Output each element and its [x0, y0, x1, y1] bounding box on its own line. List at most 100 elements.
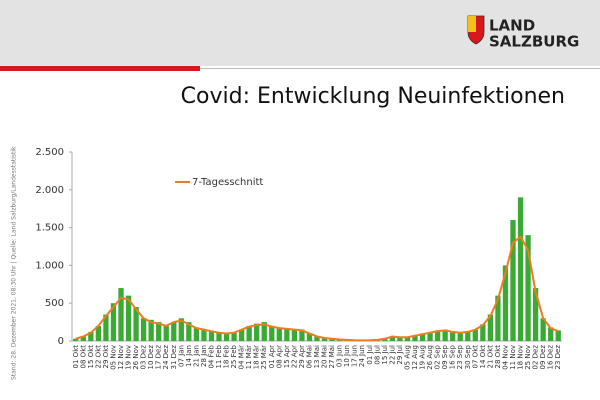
x-tick-label: 18 Nov [517, 345, 525, 370]
x-tick-label: 20 Mai [321, 345, 329, 368]
x-tick-label: 08 Apr [275, 345, 283, 368]
bar [118, 288, 124, 341]
bar [450, 331, 456, 341]
x-tick-label: 01 Apr [268, 345, 276, 368]
x-tick-label: 26 Nov [132, 345, 140, 370]
bar [193, 327, 200, 341]
bar [404, 337, 411, 341]
bar [306, 333, 313, 341]
bar [231, 332, 237, 341]
x-tick-label: 14 Jan [185, 345, 193, 367]
x-tick-label: 06 Mai [305, 345, 313, 368]
y-tick-label: 500 [45, 298, 64, 309]
bar [555, 330, 561, 341]
logo-shield-part [468, 16, 476, 32]
x-tick-label: 15 Okt [87, 345, 95, 369]
x-tick-label: 29 Okt [102, 345, 110, 369]
y-tick-label: 0 [58, 336, 64, 347]
x-tick-label: 07 Jan [177, 345, 185, 367]
x-tick-label: 23 Dez [554, 345, 562, 370]
x-tick-label: 17 Dez [155, 345, 163, 370]
bar [540, 318, 546, 341]
x-tick-label: 03 Jun [336, 345, 344, 367]
bar [95, 325, 102, 341]
x-tick-label: 04 Feb [207, 344, 215, 368]
bar [103, 314, 109, 341]
header-band [0, 0, 600, 66]
bar [291, 328, 298, 341]
x-tick-label: 22 Jul [388, 345, 396, 365]
bar [329, 338, 335, 341]
x-tick-label: 16 Sep [449, 344, 457, 369]
bar [427, 331, 433, 341]
x-tick-label: 12 Nov [117, 345, 125, 370]
x-tick-label: 11 Feb [215, 344, 223, 368]
bar [276, 327, 282, 341]
x-tick-label: 27 Mai [328, 345, 336, 368]
bar [510, 220, 516, 341]
bar [156, 322, 162, 341]
bar [178, 318, 184, 341]
bar [254, 323, 260, 341]
logo-text: LAND [489, 17, 535, 35]
x-tick-label: 01 Jul [366, 345, 374, 365]
x-tick-label: 17 Jun [351, 345, 359, 367]
bar [201, 329, 207, 341]
bar [382, 338, 388, 341]
bar [412, 335, 418, 341]
bar [110, 303, 117, 341]
x-tick-label: 13 Mai [313, 345, 321, 368]
rule [200, 68, 600, 69]
x-tick-label: 29 Jul [396, 345, 404, 365]
x-tick-label: 11 Mär [245, 345, 253, 369]
x-tick-label: 22 Okt [94, 345, 102, 369]
x-tick-label: 21 Okt [486, 345, 494, 369]
x-tick-label: 08 Jul [373, 345, 381, 365]
bar [465, 331, 471, 341]
bar [321, 337, 328, 341]
x-tick-label: 28 Okt [494, 345, 502, 369]
bar [532, 288, 539, 341]
x-tick-label: 04 Nov [501, 345, 509, 370]
x-tick-label: 21 Jan [192, 345, 200, 367]
bar [502, 265, 509, 341]
y-tick-label: 2.500 [35, 147, 64, 158]
red-bar [0, 66, 200, 71]
x-tick-label: 05 Aug [403, 345, 411, 370]
bar [457, 332, 463, 341]
x-tick-label: 12 Aug [411, 345, 419, 370]
x-tick-label: 29 Apr [298, 345, 306, 368]
bar [88, 331, 94, 341]
x-tick-label: 16 Dez [547, 345, 555, 370]
bar [216, 331, 222, 341]
x-tick-label: 26 Aug [426, 345, 434, 370]
x-tick-label: 05 Nov [109, 345, 117, 370]
y-tick-label: 2.000 [35, 185, 64, 196]
y-tick-label: 1.500 [35, 223, 64, 234]
chart-title: Covid: Entwicklung Neuinfektionen [181, 84, 565, 109]
bar [442, 329, 448, 341]
x-tick-label: 28 Jan [200, 345, 208, 367]
bar [299, 329, 305, 341]
x-tick-label: 31 Dez [170, 345, 178, 370]
y-tick-label: 1.000 [35, 260, 64, 271]
x-tick-label: 03 Dez [140, 345, 148, 370]
line-series [75, 235, 559, 342]
x-tick-label: 02 Sep [434, 344, 442, 369]
bar [223, 333, 230, 341]
bar [208, 331, 215, 341]
bar [269, 325, 275, 341]
x-tick-label: 25 Mär [260, 345, 268, 369]
x-tick-label: 04 Mär [238, 345, 246, 369]
bar [419, 333, 426, 341]
bar [125, 295, 132, 341]
bar [284, 328, 290, 341]
bar [525, 235, 531, 341]
bar [80, 336, 86, 341]
bar [434, 330, 441, 341]
x-tick-label: 19 Aug [419, 345, 427, 370]
bar [140, 318, 147, 341]
x-tick-label: 24 Dez [162, 345, 170, 370]
bar [238, 329, 245, 341]
bar [73, 338, 79, 341]
